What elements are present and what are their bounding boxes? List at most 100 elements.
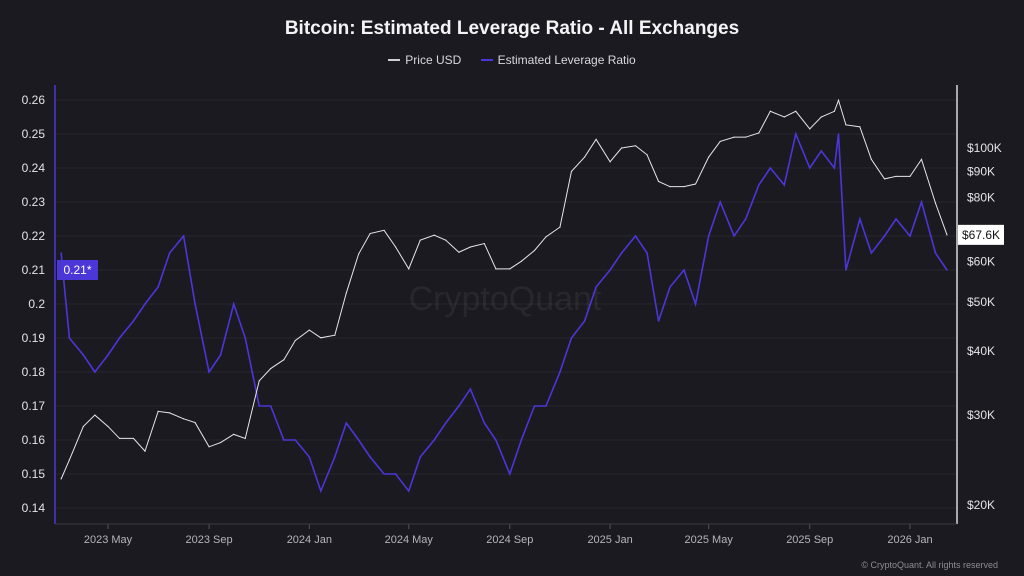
legend-item-price[interactable]: Price USD (388, 53, 461, 67)
leverage-point (232, 303, 235, 305)
price-point (445, 239, 447, 241)
leverage-point (458, 405, 460, 407)
legend: Price USD Estimated Leverage Ratio (0, 50, 1024, 67)
price-point (719, 140, 721, 143)
left-tick-label: 0.19 (22, 331, 46, 345)
price-point (94, 414, 96, 416)
price-point (383, 229, 385, 231)
left-tick-label: 0.24 (22, 161, 46, 175)
price-point (583, 156, 586, 158)
leverage-point (433, 439, 436, 441)
price-point (833, 110, 836, 112)
leverage-point (509, 473, 511, 475)
price-point (258, 380, 260, 382)
left-tick-label: 0.2 (28, 297, 45, 311)
right-tick-label: $90K (967, 164, 995, 178)
legend-swatch-price (388, 59, 401, 61)
leverage-point (719, 201, 721, 203)
price-point (144, 450, 146, 452)
x-tick-label: 2024 May (385, 534, 434, 546)
leverage-point (570, 337, 573, 339)
leverage-point (909, 235, 911, 237)
price-point (82, 425, 84, 428)
leverage-point (646, 252, 648, 254)
price-point (837, 99, 840, 101)
right-tick-label: $50K (967, 295, 995, 309)
chart-title: Bitcoin: Estimated Leverage Ratio - All … (284, 18, 740, 39)
price-point (219, 441, 222, 444)
leverage-point (168, 252, 171, 254)
current-leverage-label: 0.21* (63, 263, 91, 277)
leverage-point (733, 235, 735, 237)
leverage-point (157, 286, 159, 288)
legend-item-leverage[interactable]: Estimated Leverage Ratio (480, 53, 636, 67)
leverage-point (808, 167, 811, 169)
price-point (433, 234, 435, 236)
leverage-point (394, 473, 397, 475)
leverage-point (60, 252, 62, 254)
leverage-point (794, 133, 797, 135)
price-point (469, 246, 471, 248)
price-point (107, 425, 109, 428)
price-point (458, 251, 460, 253)
price-point (68, 459, 70, 461)
price-point (809, 128, 811, 130)
price-point (859, 126, 861, 128)
x-tick-label: 2025 Sep (786, 534, 833, 546)
current-leverage-badge (57, 260, 98, 280)
leverage-point (208, 371, 210, 373)
price-point (708, 156, 710, 158)
leverage-point (68, 337, 71, 339)
left-tick-label: 0.15 (22, 467, 46, 481)
leverage-point (182, 235, 185, 237)
price-point (769, 110, 771, 112)
leverage-point (758, 184, 760, 186)
price-point (408, 268, 410, 270)
leverage-point (383, 473, 385, 475)
price-point (683, 186, 685, 188)
watermark: CryptoQuant (409, 280, 602, 318)
right-tick-label: $60K (967, 254, 995, 268)
price-point (783, 116, 785, 118)
leverage-point (669, 286, 671, 288)
price-point (646, 154, 648, 156)
leverage-point (833, 167, 836, 169)
leverage-point (369, 456, 371, 458)
price-point (270, 367, 272, 370)
x-tick-label: 2024 Jan (287, 534, 332, 546)
left-tick-label: 0.25 (22, 127, 46, 141)
price-point (157, 410, 159, 412)
x-tick-label: 2025 May (685, 534, 734, 546)
x-tick-label: 2026 Jan (887, 534, 932, 546)
right-tick-label: $30K (967, 408, 995, 422)
leverage-point (132, 320, 135, 322)
leverage-point (744, 218, 747, 220)
leverage-point (946, 269, 948, 271)
leverage-point (419, 456, 422, 458)
price-point (595, 138, 597, 140)
price-point (132, 437, 135, 440)
legend-swatch-leverage (480, 59, 493, 61)
leverage-point (94, 371, 96, 373)
leverage-point (219, 354, 222, 356)
leverage-point (870, 252, 873, 254)
price-point (745, 136, 747, 138)
leverage-point (269, 405, 272, 407)
left-tick-label: 0.22 (22, 229, 46, 243)
price-point (345, 292, 347, 294)
leverage-point (333, 456, 336, 458)
right-tick-label: $100K (967, 141, 1002, 155)
right-tick-label: $80K (967, 190, 995, 204)
right-tick-label: $40K (967, 344, 995, 358)
price-point (570, 170, 573, 172)
price-point (358, 253, 360, 255)
left-tick-label: 0.14 (22, 501, 46, 515)
current-price-label: $67.6K (962, 228, 1000, 242)
leverage-point (107, 354, 109, 356)
price-point (294, 339, 296, 342)
price-point (795, 110, 797, 112)
current-price-badge (958, 224, 1004, 245)
price-point (233, 433, 235, 435)
price-point (520, 260, 522, 262)
leverage-point (469, 388, 472, 390)
